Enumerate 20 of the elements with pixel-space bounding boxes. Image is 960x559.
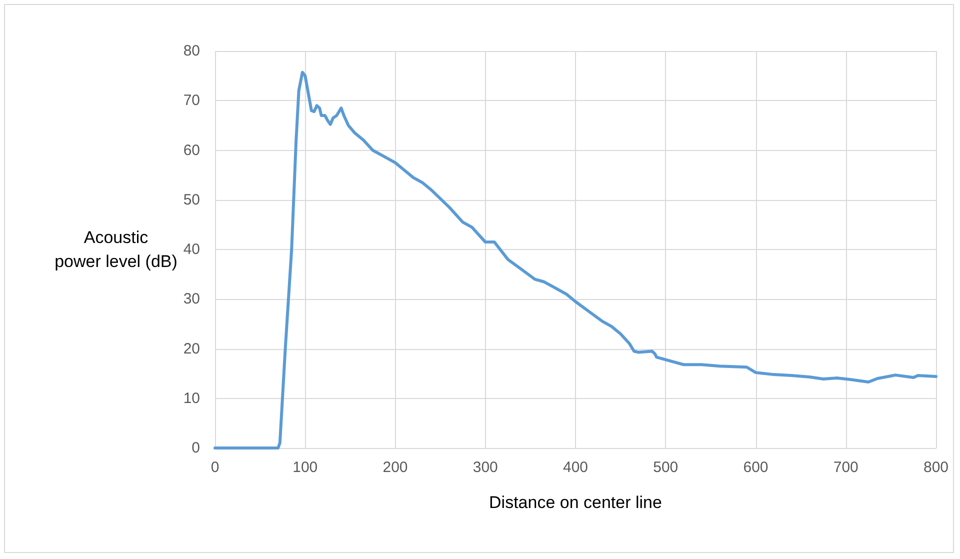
y-tick-label: 80 (183, 42, 200, 60)
y-tick-label: 0 (192, 440, 200, 456)
y-tick-label: 40 (183, 241, 200, 258)
x-axis-title: Distance on center line (489, 493, 662, 512)
y-tick-label: 20 (183, 340, 200, 358)
x-tick-label: 200 (382, 459, 408, 476)
y-tick-label: 70 (183, 92, 200, 110)
y-tick-label: 50 (183, 191, 200, 208)
x-tick-label: 500 (653, 459, 678, 476)
x-tick-label: 600 (743, 459, 768, 476)
x-tick-label: 0 (210, 459, 220, 476)
y-tick-label: 10 (183, 390, 200, 407)
x-tick-label: 400 (562, 459, 588, 476)
y-tick-label: 60 (183, 142, 200, 159)
y-tick-label: 30 (183, 290, 200, 308)
x-tick-label: 100 (292, 459, 318, 476)
x-tick-label: 700 (833, 459, 858, 476)
x-tick-label: 800 (923, 459, 949, 476)
x-tick-label: 300 (472, 459, 498, 476)
y-axis-title: Acoustic power level (dB) (54, 228, 178, 271)
